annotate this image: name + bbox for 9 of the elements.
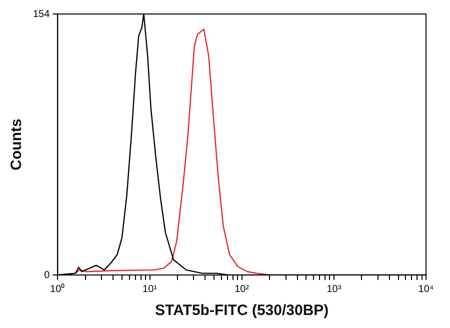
y-tick-label: 154 [32, 8, 50, 20]
y-axis-title: Counts [8, 118, 26, 170]
x-tick-label: 10⁴ [418, 284, 434, 295]
x-tick-label: 10³ [326, 284, 342, 295]
x-axis-title: STAT5b-FITC (530/30BP) [155, 302, 329, 320]
y-tick-label: 0 [44, 270, 50, 281]
x-tick-label: 10² [234, 284, 250, 295]
x-tick-label: 10¹ [142, 284, 158, 295]
x-tick-label: 10⁰ [50, 282, 66, 295]
